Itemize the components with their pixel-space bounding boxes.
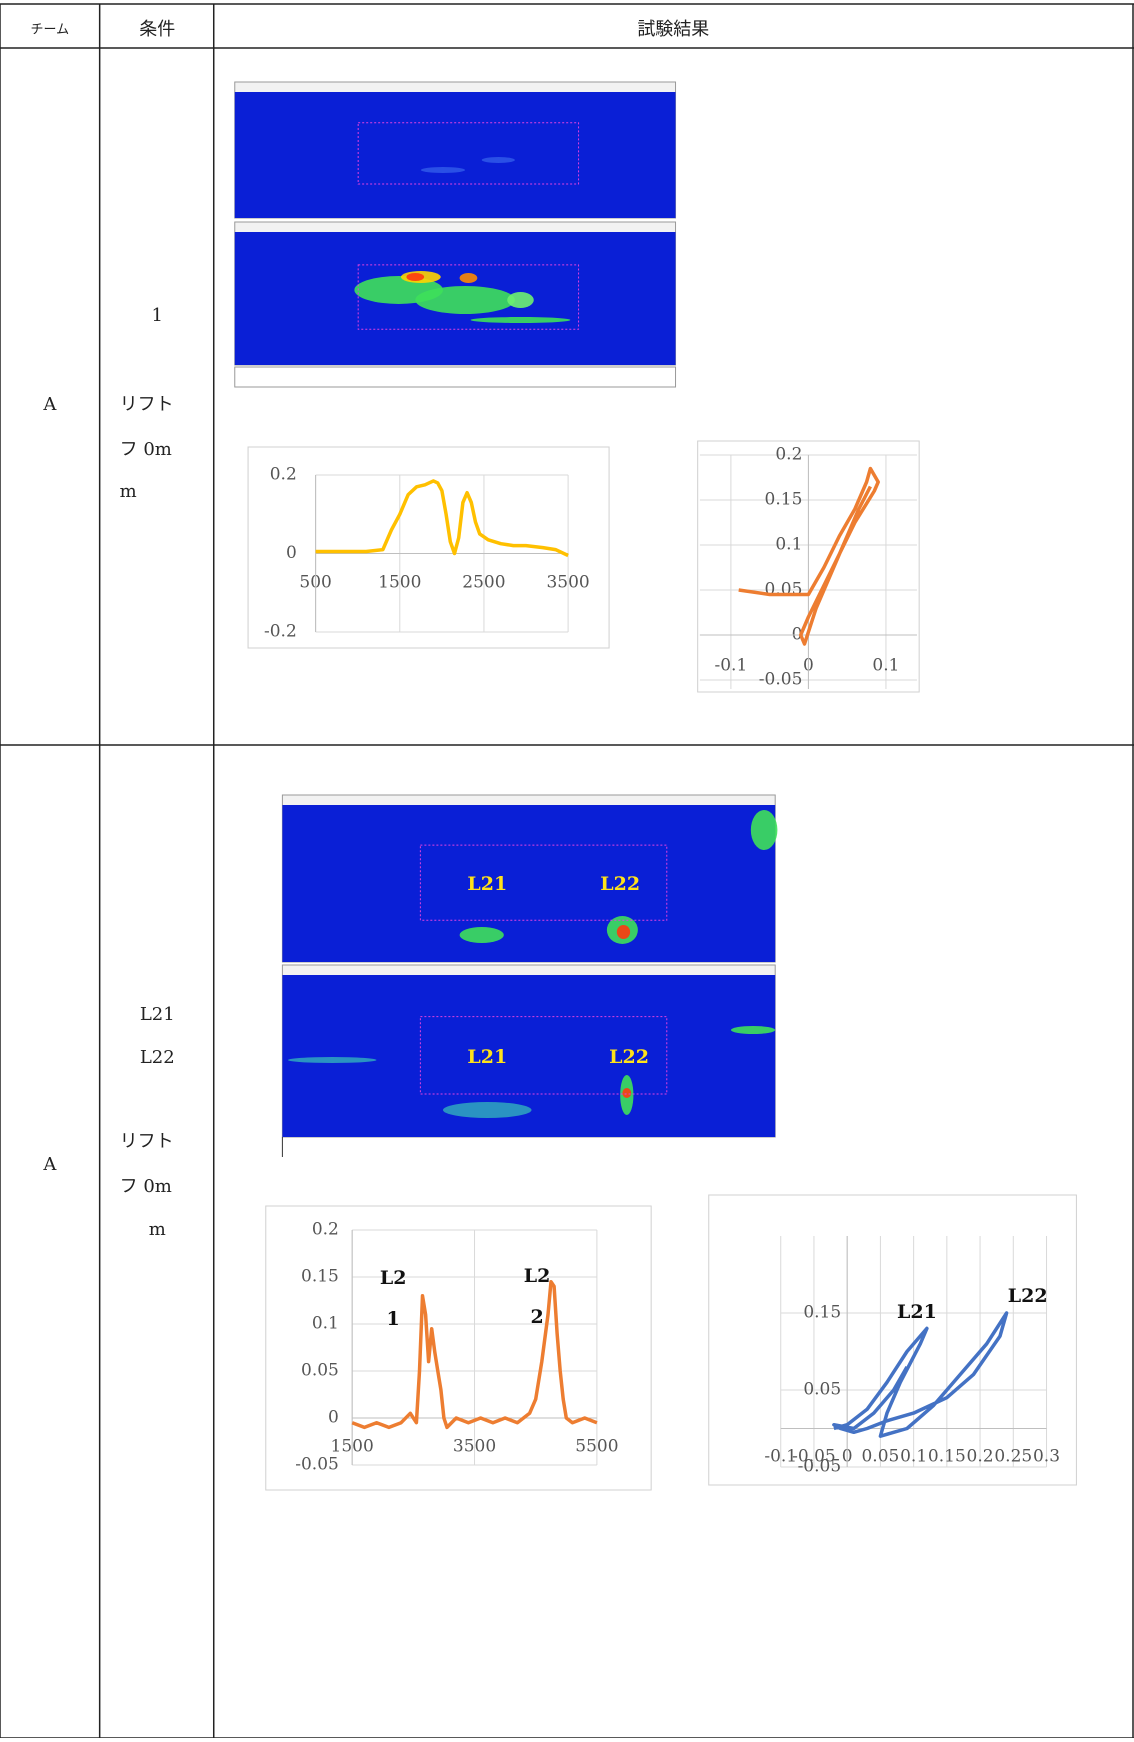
annotation: L22 xyxy=(1008,1285,1048,1307)
heatmap-blob xyxy=(616,925,631,939)
selection-box xyxy=(419,1016,668,1095)
y-tick-label: -0.05 xyxy=(798,1457,842,1477)
y-tick-label: 0.05 xyxy=(765,580,803,600)
heatmap-label: L22 xyxy=(600,873,640,895)
x-tick-label: 1500 xyxy=(378,573,421,593)
y-tick-label: 0.2 xyxy=(312,1220,339,1240)
header-condition: 条件 xyxy=(139,19,175,40)
y-tick-label: 0.05 xyxy=(803,1380,841,1400)
scale-bar xyxy=(234,366,677,388)
x-tick-label: 0.15 xyxy=(928,1447,966,1467)
heatmap-label: L22 xyxy=(609,1046,649,1068)
x-tick-label: 0.1 xyxy=(872,656,899,676)
heatmap-blob xyxy=(622,1088,632,1098)
annotation: L2 xyxy=(380,1267,407,1289)
y-tick-label: 0.2 xyxy=(775,445,802,465)
x-tick-label: -0.1 xyxy=(715,656,748,676)
heatmap-blob xyxy=(406,273,425,281)
team: A xyxy=(42,394,57,415)
heatmap-blob xyxy=(750,810,778,850)
team: A xyxy=(42,1154,57,1175)
data-line xyxy=(351,1279,598,1430)
data-line xyxy=(738,466,880,646)
x-tick-label: 3500 xyxy=(546,573,589,593)
annotation: 2 xyxy=(530,1306,543,1328)
x-tick-label: 0.2 xyxy=(967,1447,994,1467)
heatmap xyxy=(282,805,776,962)
header-team: チーム xyxy=(31,23,70,38)
y-tick-label: 0 xyxy=(328,1408,339,1428)
y-tick-label: -0.05 xyxy=(295,1455,339,1475)
heatmap-blob xyxy=(442,1102,532,1118)
chart-frame xyxy=(708,1194,1077,1486)
chart-frame xyxy=(265,1205,652,1491)
header-result: 試験結果 xyxy=(637,19,709,40)
heatmap-blob xyxy=(415,286,515,314)
condition-line: m xyxy=(120,481,137,502)
y-tick-label: 0.15 xyxy=(301,1267,339,1287)
condition-line: m xyxy=(149,1219,166,1240)
heatmap-label: L21 xyxy=(467,873,507,895)
heatmap-blob xyxy=(287,1057,377,1063)
y-tick-label: 0.1 xyxy=(312,1314,339,1334)
heatmap-blob xyxy=(470,317,571,323)
y-tick-label: 0.2 xyxy=(270,465,297,485)
heatmap-label: L21 xyxy=(467,1046,507,1068)
data-line xyxy=(832,1311,1009,1438)
x-tick-label: 0.1 xyxy=(900,1447,927,1467)
condition-line: L22 xyxy=(140,1047,175,1068)
x-tick-label: 2500 xyxy=(462,573,505,593)
x-tick-label: 3500 xyxy=(453,1437,496,1457)
y-tick-label: 0.15 xyxy=(803,1303,841,1323)
heatmap-blob xyxy=(420,167,466,173)
y-tick-label: 0.05 xyxy=(301,1361,339,1381)
condition-line: 1 xyxy=(152,305,163,326)
heatmap-blob xyxy=(481,157,515,163)
y-tick-label: -0.2 xyxy=(264,622,297,642)
selection-box xyxy=(357,264,580,330)
heatmap xyxy=(234,92,676,218)
heatmap-blob xyxy=(730,1026,776,1034)
heatmap-blob xyxy=(459,273,478,283)
condition-line: リフト xyxy=(120,394,174,415)
condition-line: フ 0m xyxy=(120,439,172,460)
y-tick-label: 0 xyxy=(286,543,297,563)
selection-box xyxy=(419,844,668,921)
annotation: L21 xyxy=(897,1301,937,1323)
condition-line: フ 0m xyxy=(120,1176,172,1197)
y-tick-label: -0.05 xyxy=(759,670,803,690)
x-tick-label: 0.3 xyxy=(1033,1447,1060,1467)
chart-frame xyxy=(247,446,610,649)
x-tick-label: -0.05 xyxy=(792,1447,836,1467)
x-tick-label: -0.1 xyxy=(764,1447,797,1467)
annotation: 1 xyxy=(387,1308,400,1330)
selection-box xyxy=(357,122,580,185)
condition-line: リフト xyxy=(120,1131,174,1152)
y-tick-label: 0.1 xyxy=(775,535,802,555)
condition-line: L21 xyxy=(140,1004,175,1025)
x-tick-label: 5500 xyxy=(575,1437,618,1457)
heatmap-blob xyxy=(507,292,534,308)
y-tick-label: 0.15 xyxy=(765,490,803,510)
x-tick-label: 0.05 xyxy=(861,1447,899,1467)
data-line xyxy=(315,479,569,558)
annotation: L2 xyxy=(524,1265,551,1287)
x-tick-label: 0.25 xyxy=(994,1447,1032,1467)
heatmap-blob xyxy=(459,927,504,943)
